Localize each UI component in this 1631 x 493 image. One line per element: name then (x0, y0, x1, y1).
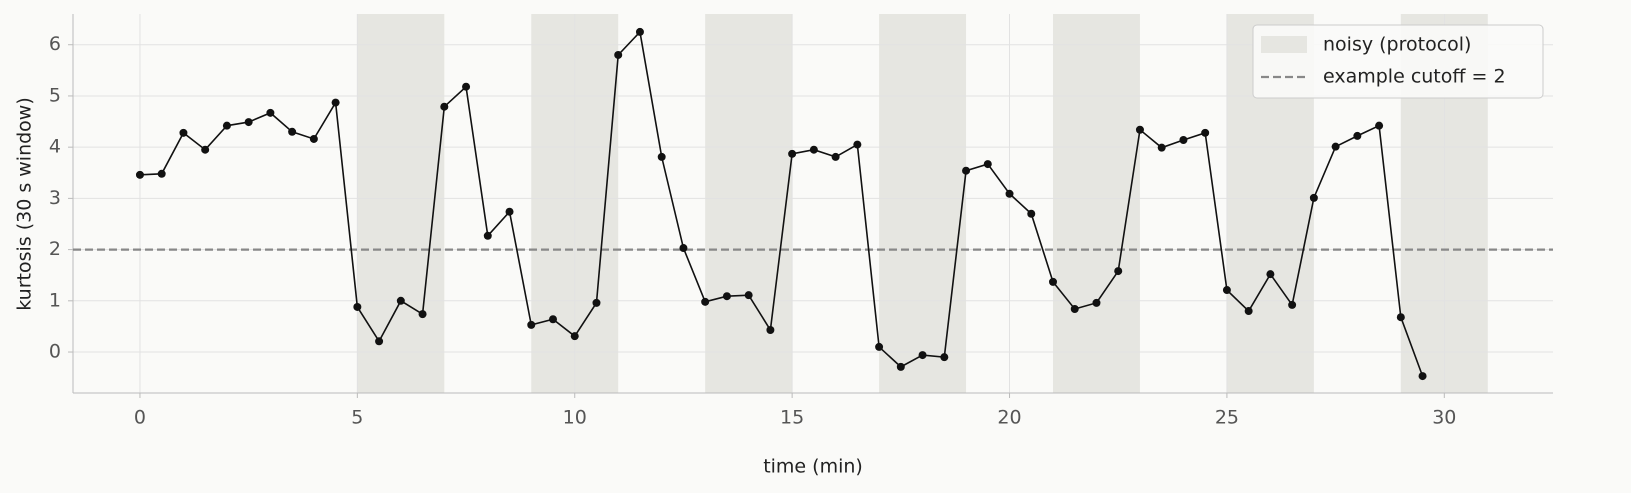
shaded-region (705, 14, 793, 393)
data-point (440, 102, 449, 111)
data-point (722, 292, 731, 301)
data-point (1070, 305, 1079, 314)
data-line (139, 30, 1424, 377)
data-point (853, 140, 862, 149)
y-tick-label: 0 (49, 341, 61, 363)
x-tick-label: 30 (1432, 407, 1456, 429)
y-tick-label: 4 (49, 136, 61, 158)
x-tick-label: 20 (997, 407, 1021, 429)
data-point (1201, 128, 1210, 137)
data-point (1244, 307, 1253, 316)
data-point (201, 145, 210, 154)
data-point (983, 160, 992, 169)
x-tick-label: 25 (1215, 407, 1239, 429)
data-point (940, 353, 949, 362)
data-point (1179, 135, 1188, 144)
data-point (157, 169, 166, 178)
data-point (635, 27, 644, 36)
legend-swatch (1261, 36, 1307, 53)
data-point (1266, 270, 1275, 279)
data-point (353, 302, 362, 311)
data-point (1114, 267, 1123, 276)
data-point (1309, 193, 1318, 202)
data-point (244, 118, 253, 127)
data-point (1375, 121, 1384, 130)
data-point (918, 351, 927, 360)
x-tick-label: 5 (351, 407, 363, 429)
x-tick-label: 0 (134, 407, 146, 429)
data-point (570, 332, 579, 341)
data-point (418, 310, 427, 319)
y-tick-label: 1 (49, 289, 61, 311)
data-point (396, 296, 405, 305)
data-point (375, 337, 384, 346)
shaded-region (1053, 14, 1140, 393)
data-point (1135, 125, 1144, 134)
y-tick-label: 5 (49, 84, 61, 106)
data-point (744, 291, 753, 300)
y-tick-label: 2 (49, 238, 61, 260)
data-point (266, 108, 275, 117)
data-point (896, 362, 905, 371)
data-point (1288, 300, 1297, 309)
data-point (701, 297, 710, 306)
data-point (1005, 189, 1014, 198)
data-point (1222, 286, 1231, 295)
data-point (875, 342, 884, 351)
y-tick-label: 3 (49, 187, 61, 209)
data-point (135, 170, 144, 179)
data-point (809, 145, 818, 154)
legend-label: noisy (protocol) (1323, 34, 1471, 56)
data-point (1157, 143, 1166, 152)
shaded-region (879, 14, 967, 393)
data-point (505, 207, 514, 216)
data-point (309, 134, 318, 143)
data-point (527, 320, 536, 329)
x-axis-label: time (min) (763, 456, 863, 478)
legend-label: example cutoff = 2 (1323, 66, 1506, 88)
data-point (1353, 131, 1362, 140)
data-point (1396, 313, 1405, 322)
data-point (331, 98, 340, 107)
data-point (657, 152, 666, 161)
data-point (788, 149, 797, 158)
legend-box (1252, 24, 1544, 99)
data-point (1418, 372, 1427, 381)
x-tick-label: 15 (780, 407, 804, 429)
y-axis-label: kurtosis (30 s window) (14, 97, 36, 311)
data-point (1049, 277, 1057, 286)
x-tick-label: 10 (563, 407, 587, 429)
data-point (222, 121, 231, 130)
data-point (1092, 298, 1101, 307)
data-point (962, 166, 971, 175)
data-point (1331, 142, 1340, 151)
data-point (766, 326, 775, 335)
data-point (592, 298, 601, 307)
data-point (288, 127, 297, 136)
data-point (483, 231, 492, 240)
data-point (831, 152, 840, 161)
data-point (679, 244, 688, 253)
y-tick-label: 6 (49, 33, 61, 55)
data-point (549, 315, 557, 324)
data-point (179, 128, 188, 137)
data-point (462, 82, 471, 91)
shaded-region (357, 14, 445, 393)
data-point (1027, 209, 1036, 218)
data-point (614, 50, 623, 59)
